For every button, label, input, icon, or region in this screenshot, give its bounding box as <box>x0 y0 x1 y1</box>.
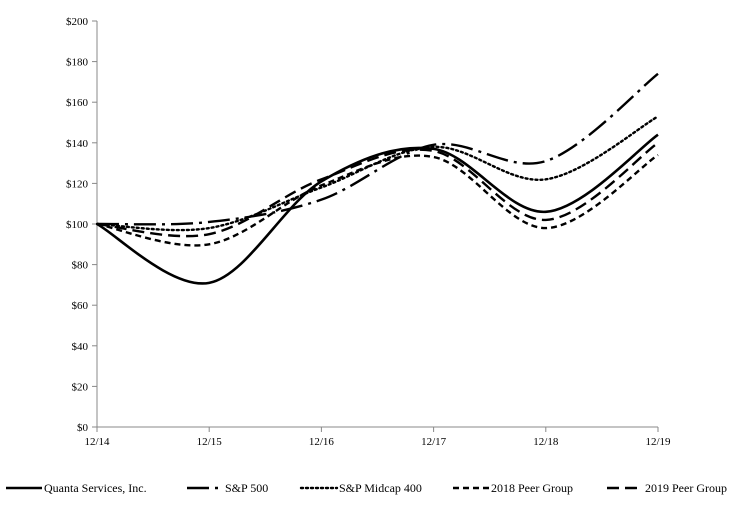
y-tick-label: $80 <box>72 260 89 272</box>
y-tick-label: $120 <box>66 178 89 190</box>
chart-legend: Quanta Services, Inc. S&P 500 S&P Midcap 4… <box>6 481 727 495</box>
series-line-4 <box>96 141 659 238</box>
series-line-0 <box>96 133 659 285</box>
y-tick-label: $100 <box>66 219 89 231</box>
x-tick-label: 12/18 <box>533 436 559 448</box>
y-tick-label: $0 <box>77 422 89 434</box>
y-tick-label: $140 <box>66 138 89 150</box>
y-tick-label: $160 <box>66 97 89 109</box>
x-tick-label: 12/15 <box>197 436 223 448</box>
x-axis-ticks: 12/14 12/15 12/16 12/17 12/18 12/19 <box>84 427 671 448</box>
x-tick-label: 12/14 <box>84 436 110 448</box>
y-tick-label: $200 <box>66 16 89 28</box>
x-tick-label: 12/16 <box>309 436 335 448</box>
legend-label-2: S&P Midcap 400 <box>339 481 422 495</box>
y-tick-label: $60 <box>72 300 89 312</box>
legend-label-1: S&P 500 <box>225 481 268 495</box>
legend-label-3: 2018 Peer Group <box>491 481 573 495</box>
series-line-2 <box>95 115 660 232</box>
series-line-3 <box>96 153 659 247</box>
x-tick-label: 12/19 <box>645 436 671 448</box>
x-tick-label: 12/17 <box>421 436 447 448</box>
y-tick-label: $20 <box>72 381 89 393</box>
y-tick-label: $40 <box>72 341 89 353</box>
chart-series <box>95 72 660 285</box>
legend-label-0: Quanta Services, Inc. <box>44 481 147 495</box>
y-axis-ticks: $0 $20 $40 $60 $80 $100 $120 $140 $160 $180 $200 <box>66 16 97 434</box>
y-tick-label: $180 <box>66 57 89 69</box>
series-line-1 <box>96 72 659 226</box>
legend-label-4: 2019 Peer Group <box>645 481 727 495</box>
